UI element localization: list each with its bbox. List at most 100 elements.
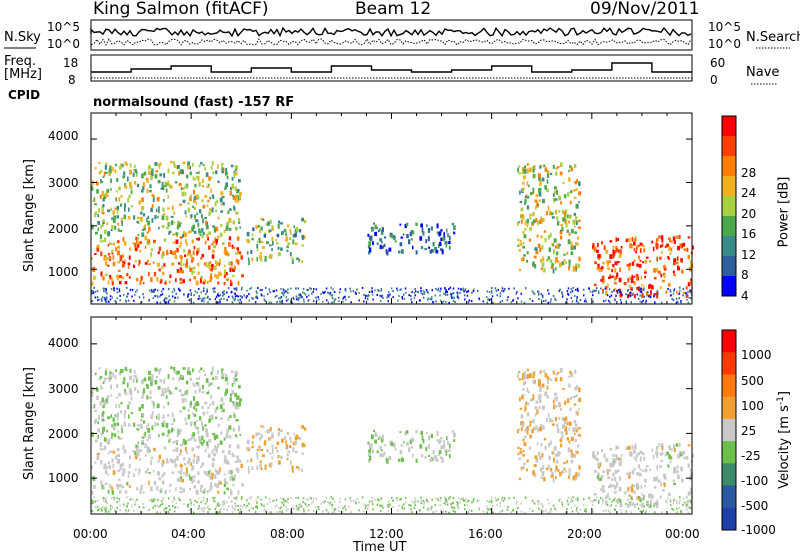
velocity-cell bbox=[668, 454, 671, 460]
velocity-cell bbox=[205, 378, 209, 383]
power-cell bbox=[538, 188, 541, 193]
power-cell bbox=[175, 232, 179, 236]
power-cell bbox=[307, 289, 309, 292]
velocity-cell bbox=[99, 401, 102, 406]
velocity-cell bbox=[292, 441, 296, 446]
velocity-cell bbox=[398, 458, 401, 462]
power-cell bbox=[308, 294, 310, 297]
velocity-cell bbox=[576, 505, 579, 508]
power-cell bbox=[166, 249, 169, 254]
velocity-cell bbox=[541, 505, 544, 508]
power-cell bbox=[301, 217, 305, 222]
velocity-cell bbox=[134, 451, 137, 456]
power-cell bbox=[259, 252, 262, 255]
power-cell bbox=[140, 276, 143, 281]
velocity-cell bbox=[210, 394, 212, 400]
power-cell bbox=[540, 235, 543, 239]
velocity-cell bbox=[232, 401, 236, 407]
velocity-cell bbox=[548, 455, 552, 461]
power-cell bbox=[209, 275, 213, 280]
power-cell bbox=[264, 299, 267, 302]
power-cell bbox=[280, 222, 283, 225]
velocity-colorbar-segment bbox=[722, 418, 736, 442]
power-cell bbox=[598, 290, 600, 293]
power-cell bbox=[633, 238, 637, 242]
velocity-cell bbox=[217, 386, 220, 390]
power-cell bbox=[281, 231, 284, 235]
velocity-cell bbox=[114, 509, 116, 512]
velocity-cell bbox=[119, 371, 122, 376]
power-cell bbox=[599, 287, 602, 290]
power-cell bbox=[209, 261, 212, 265]
power-cell bbox=[291, 301, 293, 304]
power-cell bbox=[630, 291, 632, 294]
power-cell bbox=[653, 295, 655, 298]
power-cell bbox=[492, 301, 494, 304]
power-cell bbox=[405, 222, 409, 227]
power-cell bbox=[103, 257, 107, 261]
power-cell bbox=[678, 292, 680, 295]
power-cell bbox=[190, 194, 193, 199]
velocity-cell bbox=[167, 414, 170, 417]
velocity-cell bbox=[439, 456, 443, 460]
velocity-cell bbox=[615, 484, 618, 488]
power-cell bbox=[334, 298, 337, 301]
velocity-cell bbox=[101, 416, 104, 420]
velocity-cell bbox=[365, 504, 367, 507]
velocity-cell bbox=[486, 511, 489, 514]
velocity-cell bbox=[566, 508, 568, 511]
power-cell bbox=[317, 296, 319, 299]
power-cell bbox=[111, 280, 114, 286]
power-cell bbox=[690, 278, 693, 281]
power-cell bbox=[326, 291, 329, 294]
power-cell bbox=[643, 285, 645, 291]
velocity-cell bbox=[277, 431, 280, 437]
velocity-cell bbox=[575, 476, 578, 481]
velocity-cell bbox=[301, 442, 305, 447]
power-cell bbox=[113, 287, 115, 290]
velocity-cell bbox=[276, 510, 278, 513]
velocity-cell bbox=[532, 398, 535, 401]
power-cell bbox=[400, 236, 404, 239]
velocity-cell bbox=[173, 370, 176, 374]
velocity-cell bbox=[122, 445, 125, 450]
power-cell bbox=[158, 246, 162, 252]
velocity-cell bbox=[578, 472, 580, 477]
power-cell bbox=[538, 291, 540, 294]
power-cell bbox=[117, 245, 120, 249]
power-cell bbox=[374, 224, 377, 230]
power-cell bbox=[221, 167, 224, 171]
power-cell bbox=[101, 209, 104, 213]
power-cell bbox=[203, 279, 206, 283]
power-cell bbox=[602, 291, 604, 294]
velocity-cell bbox=[501, 496, 504, 499]
velocity-cell bbox=[488, 500, 491, 503]
power-cell bbox=[171, 220, 174, 226]
velocity-cell bbox=[677, 454, 681, 459]
velocity-cell bbox=[324, 500, 326, 503]
velocity-cell bbox=[675, 470, 679, 474]
velocity-cell bbox=[139, 449, 143, 452]
velocity-cell bbox=[101, 508, 103, 511]
power-cell bbox=[206, 288, 208, 291]
velocity-cell bbox=[93, 496, 95, 499]
velocity-cell bbox=[444, 503, 447, 506]
velocity-cell bbox=[217, 490, 220, 494]
power-cell bbox=[173, 287, 175, 290]
velocity-cell bbox=[98, 415, 101, 420]
power-cell bbox=[424, 248, 428, 251]
power-cell bbox=[109, 276, 112, 280]
velocity-cell bbox=[109, 371, 112, 375]
velocity-cell bbox=[602, 501, 604, 504]
power-cell bbox=[533, 255, 537, 259]
velocity-cell bbox=[184, 440, 188, 445]
velocity-cell bbox=[128, 401, 131, 405]
velocity-ytick-3000: 3000 bbox=[48, 382, 79, 396]
power-cell bbox=[689, 281, 693, 286]
power-cell bbox=[98, 208, 101, 213]
power-cell bbox=[387, 291, 390, 294]
power-cell bbox=[374, 289, 376, 292]
velocity-cell bbox=[546, 395, 549, 399]
power-cell bbox=[217, 294, 220, 297]
power-cell bbox=[284, 290, 287, 293]
